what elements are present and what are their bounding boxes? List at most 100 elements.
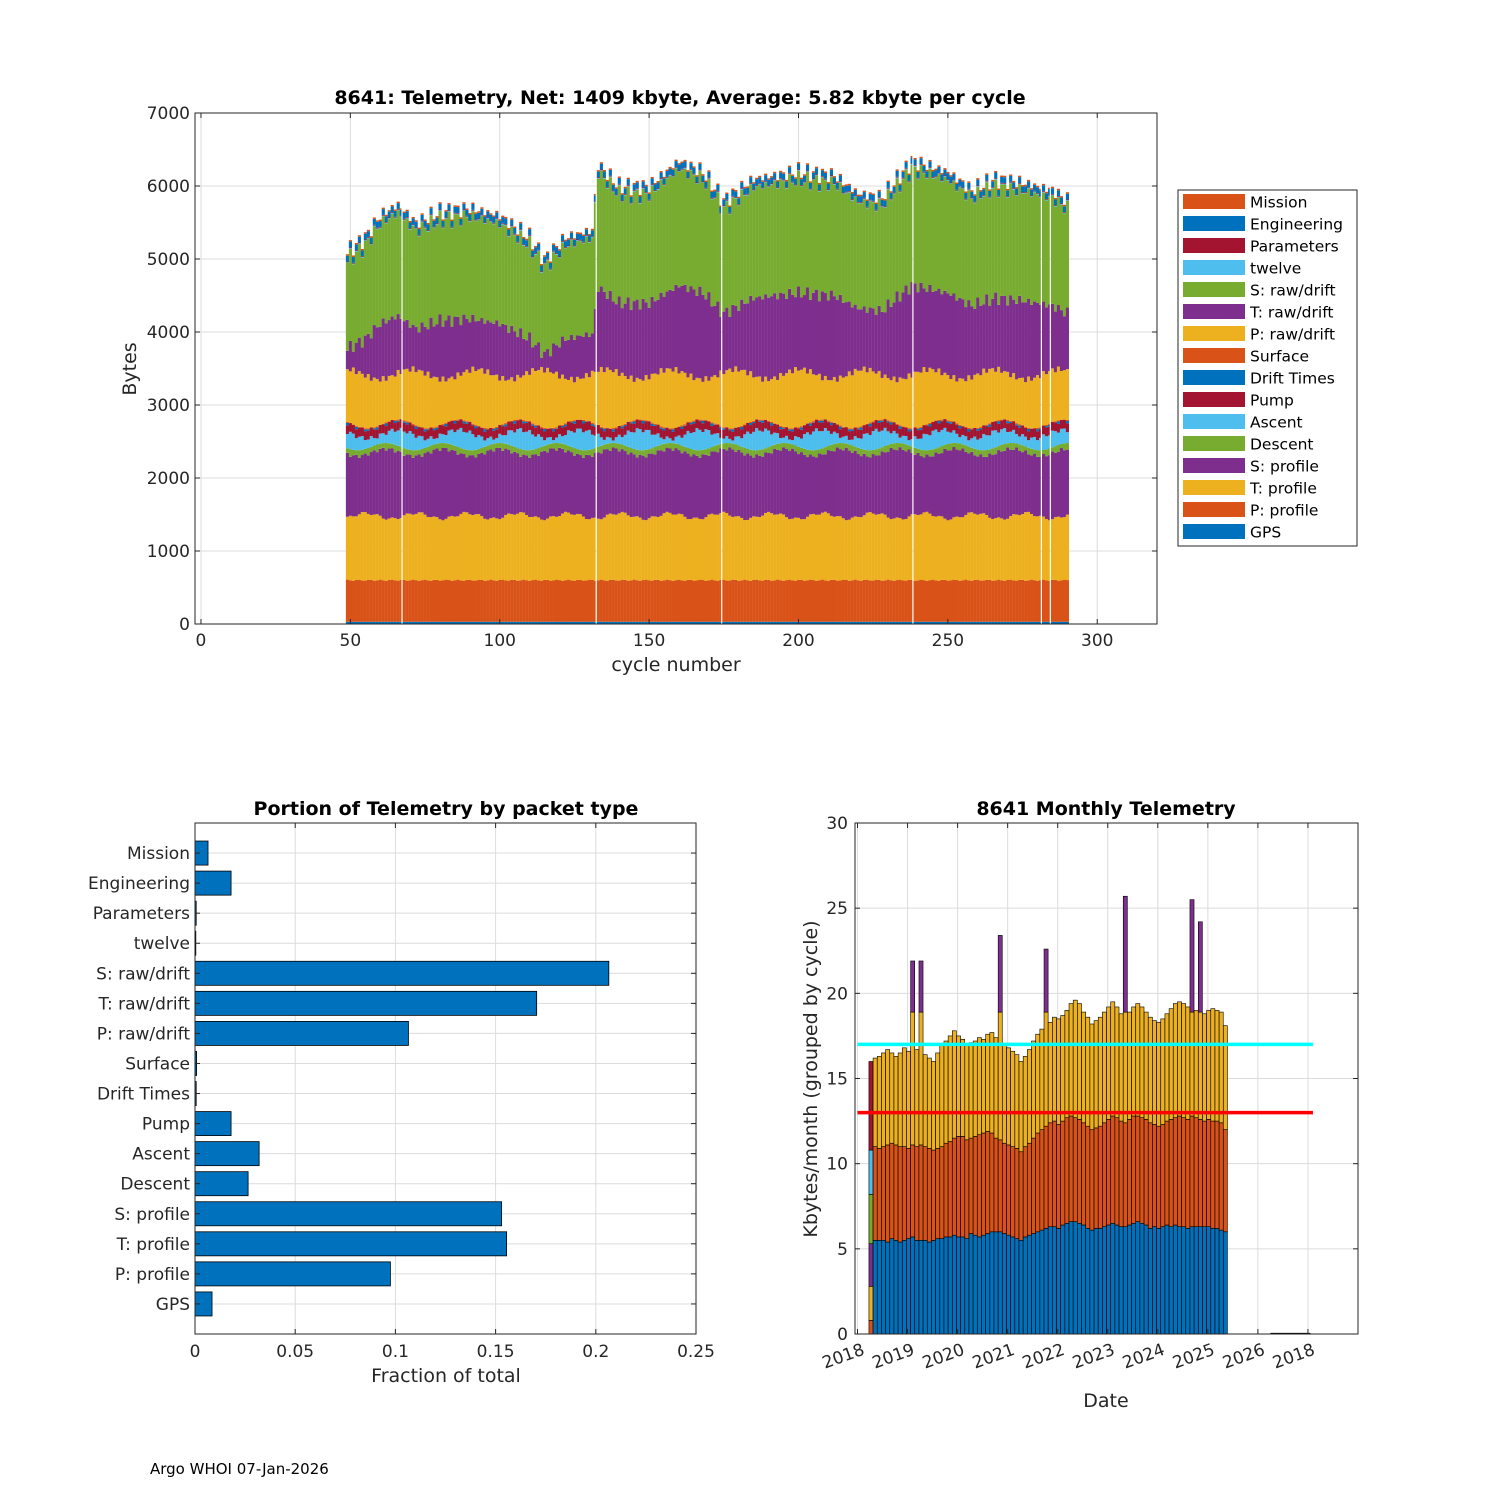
bar-segment — [695, 183, 698, 184]
bar-segment — [1015, 423, 1018, 424]
bar-segment — [600, 367, 603, 427]
bar-segment — [967, 181, 970, 182]
bar-segment — [905, 286, 908, 380]
bar-segment — [686, 580, 689, 622]
bar-segment — [636, 188, 639, 189]
bar-segment — [919, 1145, 923, 1240]
bar-segment — [764, 174, 767, 175]
bar-segment — [394, 452, 397, 518]
bar-segment — [791, 428, 794, 429]
bar-segment — [474, 457, 477, 514]
bar-segment — [1002, 1234, 1006, 1334]
category-label: Engineering — [88, 874, 190, 894]
bar-segment — [794, 185, 797, 186]
bar-segment — [576, 454, 579, 514]
bar-segment — [961, 1039, 965, 1136]
month-bar — [1136, 1004, 1140, 1334]
bar-segment — [998, 1012, 1002, 1140]
bar-segment — [815, 375, 818, 419]
bar-segment — [376, 229, 379, 327]
bar-segment — [927, 1242, 931, 1334]
bar-segment — [1009, 183, 1012, 295]
bar-segment — [624, 304, 627, 376]
bar-segment — [949, 443, 952, 450]
bar-segment — [964, 436, 967, 445]
bar-segment — [1107, 1225, 1111, 1334]
bar-segment — [902, 1147, 906, 1241]
bar-segment — [788, 580, 791, 622]
bar-segment — [630, 197, 633, 203]
bar-segment — [743, 426, 746, 435]
bar-segment — [537, 434, 540, 448]
bar-segment — [827, 182, 830, 183]
bar-segment — [549, 356, 552, 372]
bar-segment — [645, 421, 648, 430]
bar-segment — [752, 184, 755, 190]
bar-segment — [444, 219, 447, 320]
bar-segment — [981, 1133, 985, 1235]
bar-segment — [722, 443, 725, 449]
bar-segment — [552, 431, 555, 440]
bar-segment — [898, 1147, 902, 1242]
bar-segment — [785, 188, 788, 189]
bar-segment — [886, 1242, 890, 1334]
bar-segment — [570, 452, 573, 514]
bar-segment — [958, 426, 961, 428]
bar-segment — [943, 170, 946, 176]
month-bar — [1202, 1014, 1206, 1334]
bar-segment — [621, 437, 624, 445]
bar-segment — [591, 371, 594, 423]
bar-segment — [531, 450, 534, 455]
bar-segment — [872, 421, 875, 422]
bar-segment — [955, 301, 958, 382]
bar-segment — [722, 374, 725, 427]
bar-segment — [1082, 1012, 1086, 1123]
bar-segment — [845, 192, 848, 193]
cycle-bar — [645, 185, 648, 624]
bar-segment — [507, 445, 510, 450]
bar-segment — [543, 520, 546, 580]
bar-segment — [842, 187, 845, 193]
bar-segment — [1136, 1116, 1140, 1222]
month-bar — [977, 1038, 981, 1334]
bar-segment — [570, 422, 573, 431]
bar-segment — [669, 175, 672, 176]
bar-segment — [441, 443, 444, 448]
bar-segment — [441, 327, 444, 377]
bar-segment — [824, 454, 827, 511]
bar-segment — [1023, 1147, 1027, 1237]
bar-segment — [382, 448, 385, 519]
bar-segment — [1115, 1225, 1119, 1334]
bar-segment — [561, 375, 564, 425]
bar-segment — [651, 177, 654, 178]
bar-segment — [642, 187, 645, 188]
bar-segment — [842, 378, 845, 427]
bar-segment — [1042, 580, 1045, 622]
bar-segment — [1030, 429, 1033, 438]
bar-segment — [976, 178, 979, 179]
bar-segment — [994, 422, 997, 431]
bar-segment — [1194, 1010, 1198, 1117]
bar-segment — [394, 218, 397, 319]
bar-segment — [1148, 1017, 1152, 1123]
bar-segment — [513, 420, 516, 421]
bar-segment — [1061, 1015, 1065, 1121]
bar-segment — [546, 445, 549, 453]
bar-segment — [937, 173, 940, 174]
bar-segment — [937, 581, 940, 622]
bar-segment — [863, 450, 866, 454]
bar-segment — [669, 369, 672, 429]
bar-segment — [869, 424, 872, 427]
bar-segment — [471, 203, 474, 204]
bar-segment — [654, 426, 657, 435]
bar-segment — [412, 450, 415, 458]
bar-segment — [483, 429, 486, 432]
bar-segment — [1057, 1019, 1061, 1125]
bar-segment — [1102, 1123, 1106, 1227]
bar-segment — [812, 580, 815, 622]
bar-segment — [1186, 1007, 1190, 1119]
bar-segment — [468, 430, 471, 450]
bar-segment — [477, 435, 480, 449]
bar-segment — [519, 378, 522, 420]
bar-segment — [961, 189, 964, 299]
